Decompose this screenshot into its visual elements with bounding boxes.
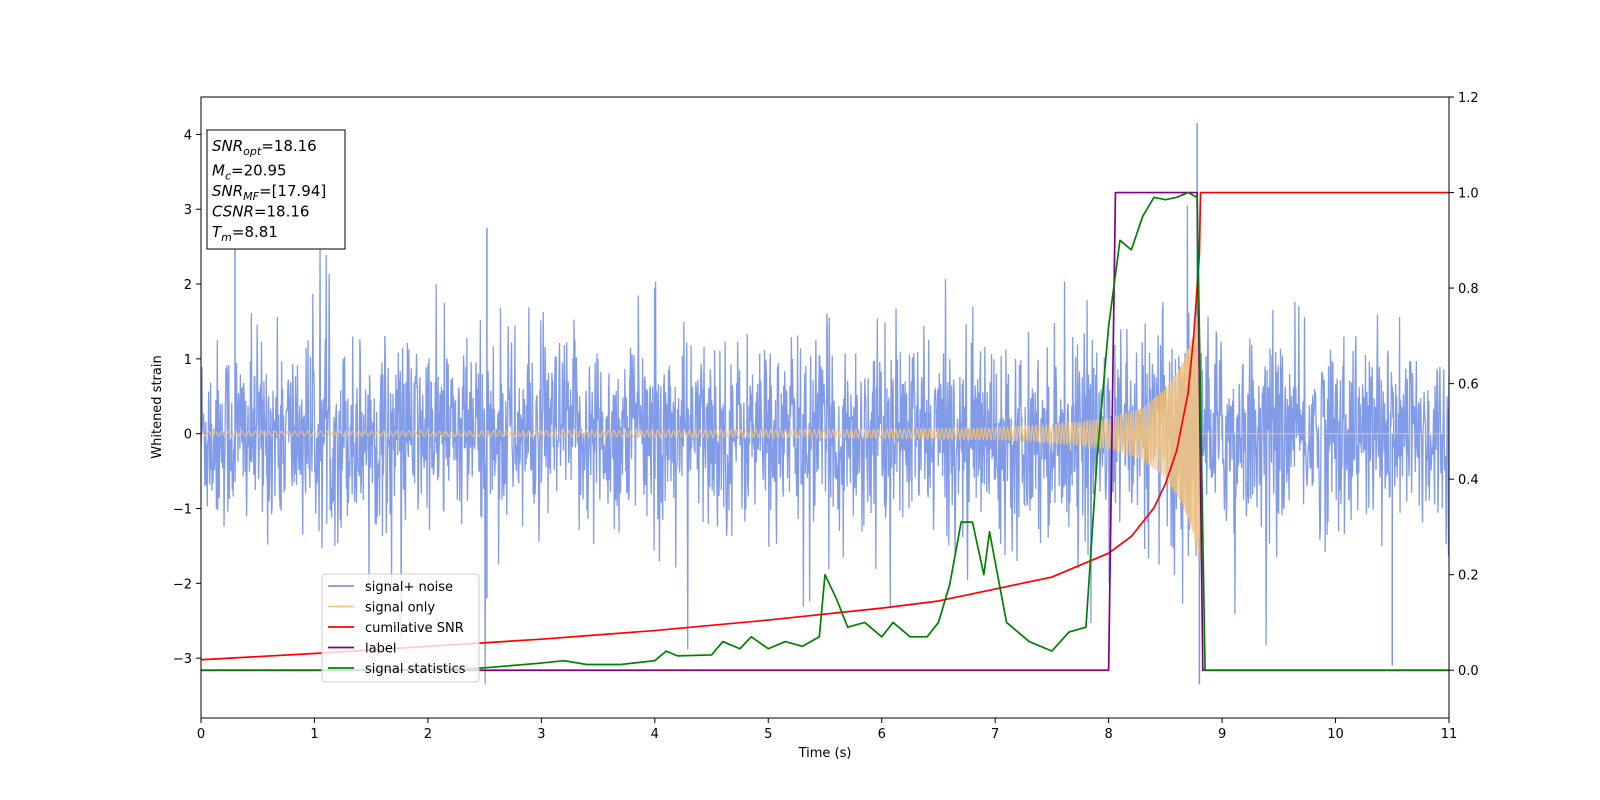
info-subscript: MF bbox=[243, 190, 259, 203]
y-right-tick-label: 1.2 bbox=[1458, 91, 1479, 106]
info-value: =18.16 bbox=[261, 137, 317, 155]
y-axis-right: 0.0 0.2 0.4 0.6 0.8 1.0 1.2 bbox=[1449, 91, 1479, 679]
x-tick-label: 8 bbox=[1104, 727, 1112, 742]
x-tick-label: 2 bbox=[424, 727, 432, 742]
legend-label: signal+ noise bbox=[365, 580, 453, 595]
y-tick-label: −1 bbox=[173, 503, 192, 518]
series-signal-statistics bbox=[201, 191, 1449, 672]
info-value: =[17.94] bbox=[259, 182, 326, 200]
info-symbol: M bbox=[212, 162, 225, 180]
info-box-frame bbox=[206, 129, 346, 250]
plot-area bbox=[201, 123, 1449, 685]
info-line: SNRopt=18.16 bbox=[212, 137, 317, 158]
info-line: Tm=8.81 bbox=[212, 223, 278, 244]
info-subscript: opt bbox=[243, 145, 262, 158]
info-subscript: c bbox=[225, 170, 231, 183]
y-right-tick-label: 0.2 bbox=[1458, 569, 1479, 584]
legend-label: cumilative SNR bbox=[365, 621, 464, 636]
series-cumulative-snr bbox=[201, 191, 1449, 661]
y-right-tick-label: 0.4 bbox=[1458, 473, 1479, 488]
info-symbol: T bbox=[212, 223, 223, 241]
x-tick-label: 6 bbox=[878, 727, 886, 742]
x-axis-label: Time (s) bbox=[798, 746, 852, 761]
legend-label: signal statistics bbox=[365, 662, 466, 677]
info-line: SNRMF=[17.94] bbox=[212, 182, 326, 203]
series-signal-only bbox=[201, 317, 1449, 561]
info-value: =18.16 bbox=[254, 203, 310, 221]
y-right-tick-label: 0.0 bbox=[1458, 664, 1479, 679]
x-tick-label: 0 bbox=[197, 727, 205, 742]
x-tick-label: 3 bbox=[537, 727, 545, 742]
y-right-tick-label: 1.0 bbox=[1458, 187, 1479, 202]
legend-frame bbox=[321, 573, 480, 683]
info-symbol: CSNR bbox=[212, 203, 254, 221]
y-tick-label: −2 bbox=[173, 577, 192, 592]
y-axis-label: Whitened strain bbox=[150, 355, 165, 458]
info-symbol: SNR bbox=[212, 182, 243, 200]
x-tick-label: 1 bbox=[310, 727, 318, 742]
x-tick-label: 7 bbox=[991, 727, 999, 742]
x-tick-label: 4 bbox=[651, 727, 659, 742]
y-tick-label: 1 bbox=[184, 353, 192, 368]
info-value: =20.95 bbox=[231, 162, 287, 180]
info-subscript: m bbox=[221, 231, 232, 244]
y-tick-label: 4 bbox=[184, 128, 192, 143]
y-tick-label: 0 bbox=[184, 428, 192, 443]
y-right-tick-label: 0.6 bbox=[1458, 378, 1479, 393]
info-symbol: SNR bbox=[212, 137, 243, 155]
y-right-tick-label: 0.8 bbox=[1458, 282, 1479, 297]
y-tick-label: 2 bbox=[184, 278, 192, 293]
x-tick-label: 10 bbox=[1327, 727, 1344, 742]
y-tick-label: −3 bbox=[173, 652, 192, 667]
plot-frame bbox=[200, 96, 1450, 719]
series-signal-noise bbox=[201, 205, 1449, 685]
x-axis: 0 1 2 3 4 5 6 7 8 9 10 11 bbox=[197, 718, 1457, 742]
info-box: SNRopt=18.16Mc=20.95SNRMF=[17.94]CSNR=18… bbox=[206, 129, 346, 250]
x-tick-label: 11 bbox=[1441, 727, 1458, 742]
legend-label: signal only bbox=[365, 601, 435, 616]
x-tick-label: 9 bbox=[1218, 727, 1226, 742]
x-tick-label: 5 bbox=[764, 727, 772, 742]
legend-label: label bbox=[365, 642, 396, 657]
y-tick-label: 3 bbox=[184, 203, 192, 218]
info-line: Mc=20.95 bbox=[212, 162, 287, 183]
info-line: CSNR=18.16 bbox=[212, 203, 309, 221]
info-value: =8.81 bbox=[232, 223, 278, 241]
legend: signal+ noise signal only cumilative SNR la… bbox=[321, 573, 480, 683]
y-axis-left: −3 −2 −1 0 1 2 3 4 bbox=[173, 128, 201, 667]
